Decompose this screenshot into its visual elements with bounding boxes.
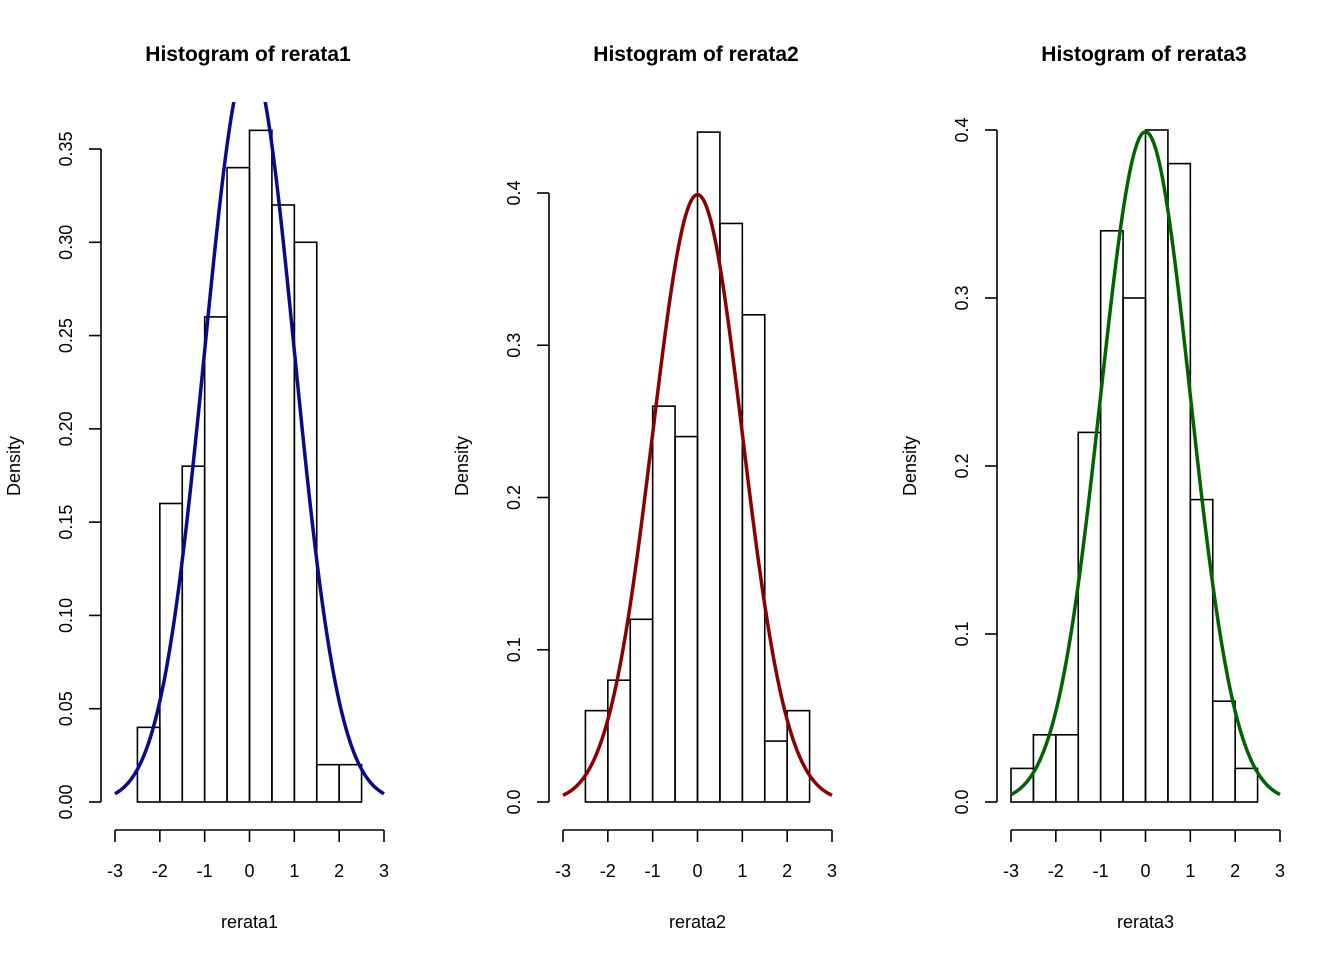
x-axis-label: rerata1 — [221, 912, 278, 932]
histogram-bar — [651, 405, 676, 803]
x-tick-label: -2 — [152, 861, 168, 881]
density-curve — [562, 192, 833, 797]
histogram-bar — [629, 618, 654, 803]
y-tick-label: 0.25 — [56, 318, 76, 353]
histogram-bar — [1055, 733, 1080, 803]
density-curve — [1010, 129, 1281, 797]
histogram-bar — [248, 129, 273, 803]
chart-title: Histogram of rerata3 — [1041, 43, 1246, 66]
x-tick-label: 0 — [692, 861, 702, 881]
x-tick-label: -1 — [1093, 861, 1109, 881]
histogram-bar — [607, 679, 632, 803]
y-tick-label: 0.0 — [504, 789, 524, 814]
histogram-bar — [226, 166, 251, 803]
x-tick-label: 2 — [782, 861, 792, 881]
histogram-bar — [1234, 767, 1259, 803]
histogram-bar — [1144, 129, 1169, 803]
y-tick-label: 0.0 — [952, 789, 972, 814]
y-tick-label: 0.35 — [56, 131, 76, 166]
histogram-bar — [338, 763, 363, 803]
density-curve — [114, 102, 385, 796]
x-tick-label: -2 — [1048, 861, 1064, 881]
y-tick-label: 0.3 — [952, 285, 972, 310]
x-tick-label: 3 — [1275, 861, 1285, 881]
x-tick-label: 3 — [827, 861, 837, 881]
x-tick-label: 3 — [379, 861, 389, 881]
y-tick-label: 0.4 — [952, 117, 972, 142]
y-tick-label: 0.3 — [504, 333, 524, 358]
x-tick-label: 1 — [737, 861, 747, 881]
chart-title: Histogram of rerata2 — [593, 43, 798, 66]
histogram-bar — [271, 204, 296, 803]
y-tick-label: 0.05 — [56, 691, 76, 726]
y-tick-label: 0.10 — [56, 598, 76, 633]
histogram-panel-2: Histogram of rerata2 -3 -2 -1 0 1 2 3 rerata2 0.0… — [452, 43, 837, 932]
histogram-bar — [181, 465, 206, 803]
histogram-bar — [741, 313, 766, 803]
histogram-bar — [315, 763, 340, 803]
histogram-bar — [719, 222, 744, 803]
chart-title: Histogram of rerata1 — [145, 43, 351, 66]
histogram-bar — [696, 131, 721, 803]
histogram-panel-3: Histogram of rerata3 -3 -2 -1 0 1 2 3 rerata3 0.0… — [900, 43, 1285, 932]
y-axis-label: Density — [4, 436, 24, 496]
x-tick-label: 1 — [289, 861, 299, 881]
histogram-panel-1: Histogram of rerata1 -3 -2 -1 0 1 2 3 rerata1 0.0… — [4, 43, 389, 932]
x-tick-label: 2 — [1230, 861, 1240, 881]
histogram-bar — [763, 740, 788, 803]
y-tick-label: 0.1 — [952, 621, 972, 646]
x-tick-label: 1 — [1185, 861, 1195, 881]
x-tick-label: 0 — [1140, 861, 1150, 881]
histogram-bar — [1122, 297, 1147, 803]
x-tick-label: -3 — [555, 861, 571, 881]
y-tick-label: 0.30 — [56, 225, 76, 260]
y-axis-label: Density — [900, 436, 920, 496]
x-axis-label: rerata2 — [669, 912, 726, 932]
y-tick-label: 0.00 — [56, 784, 76, 819]
histogram-bar — [786, 709, 811, 803]
x-tick-label: -2 — [600, 861, 616, 881]
y-tick-label: 0.20 — [56, 411, 76, 446]
histogram-bar — [1189, 498, 1214, 803]
histogram-bar — [293, 241, 318, 803]
y-tick-label: 0.1 — [504, 637, 524, 662]
y-tick-label: 0.4 — [504, 180, 524, 205]
x-axis-label: rerata3 — [1117, 912, 1174, 932]
x-tick-label: -3 — [1003, 861, 1019, 881]
x-tick-label: -1 — [197, 861, 213, 881]
y-axis-label: Density — [452, 436, 472, 496]
x-tick-label: 0 — [244, 861, 254, 881]
x-tick-label: -1 — [645, 861, 661, 881]
x-tick-label: 2 — [334, 861, 344, 881]
histogram-bar — [674, 435, 699, 803]
histogram-bar — [1211, 700, 1236, 803]
y-tick-label: 0.2 — [952, 453, 972, 478]
histogram-bar — [159, 502, 184, 803]
y-tick-label: 0.2 — [504, 485, 524, 510]
histogram-bar — [203, 316, 228, 803]
histogram-bar — [1099, 230, 1124, 803]
y-tick-label: 0.15 — [56, 505, 76, 540]
x-tick-label: -3 — [107, 861, 123, 881]
histogram-bar — [1167, 162, 1192, 803]
